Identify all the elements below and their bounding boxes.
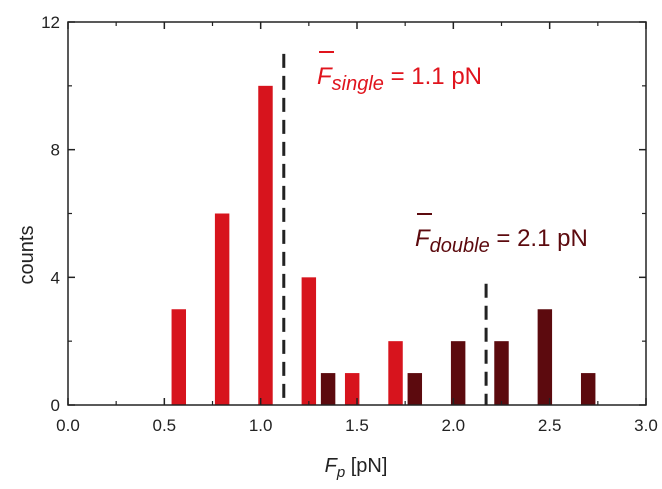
bar-series1-1: [171, 309, 187, 405]
annotation-double-main: F: [415, 225, 431, 252]
bar-series1-3: [258, 85, 273, 405]
y-axis-title: counts: [16, 226, 38, 285]
y-tick-label: 4: [51, 268, 60, 287]
x-tick-label: 1.5: [345, 416, 369, 435]
annotation-double: Fdouble = 2.1 pN: [415, 213, 588, 257]
bars-group: [171, 85, 596, 405]
bar-series2-6: [580, 373, 596, 405]
y-tick-label: 8: [51, 141, 60, 160]
y-tick-label: 12: [41, 13, 60, 32]
bar-series2-2: [407, 373, 423, 405]
axis-ticks: [67, 21, 647, 406]
bar-series2-5: [537, 309, 553, 405]
tick-labels: 0.0 0.5 1.0 1.5 2.0 2.5 3.0 0 4 8 12: [41, 13, 658, 435]
annotation-single: Fsingle = 1.1 pN: [317, 51, 482, 95]
annotation-double-sub: double: [430, 235, 490, 257]
x-axis-title-sub: p: [336, 464, 345, 481]
x-tick-label: 1.0: [249, 416, 273, 435]
x-axis-title: Fp [pN]: [325, 455, 388, 481]
x-axis-title-unit: [pN]: [345, 455, 387, 477]
bar-series1-4: [301, 277, 317, 405]
svg-text:Fdouble = 2.1 pN: Fdouble = 2.1 pN: [415, 225, 588, 257]
reference-lines: [282, 53, 488, 405]
svg-text:Fsingle = 1.1 pN: Fsingle = 1.1 pN: [317, 63, 482, 95]
bar-series2-4: [494, 341, 509, 405]
bar-series2-1: [320, 373, 336, 405]
bar-series2-3: [450, 341, 466, 405]
annotation-single-value: = 1.1 pN: [384, 63, 482, 90]
bar-series1-6: [388, 341, 403, 405]
annotation-double-value: = 2.1 pN: [490, 225, 588, 252]
bar-series1-5: [344, 373, 360, 405]
x-tick-label: 3.0: [634, 416, 658, 435]
x-tick-label: 0.0: [56, 416, 80, 435]
x-tick-label: 0.5: [153, 416, 177, 435]
x-axis-title-main: F: [325, 455, 339, 477]
annotation-single-main: F: [317, 63, 333, 90]
annotation-single-sub: single: [332, 73, 384, 95]
x-tick-label: 2.5: [538, 416, 562, 435]
y-tick-label: 0: [51, 396, 60, 415]
bar-series1-2: [214, 213, 230, 405]
x-tick-label: 2.0: [442, 416, 466, 435]
